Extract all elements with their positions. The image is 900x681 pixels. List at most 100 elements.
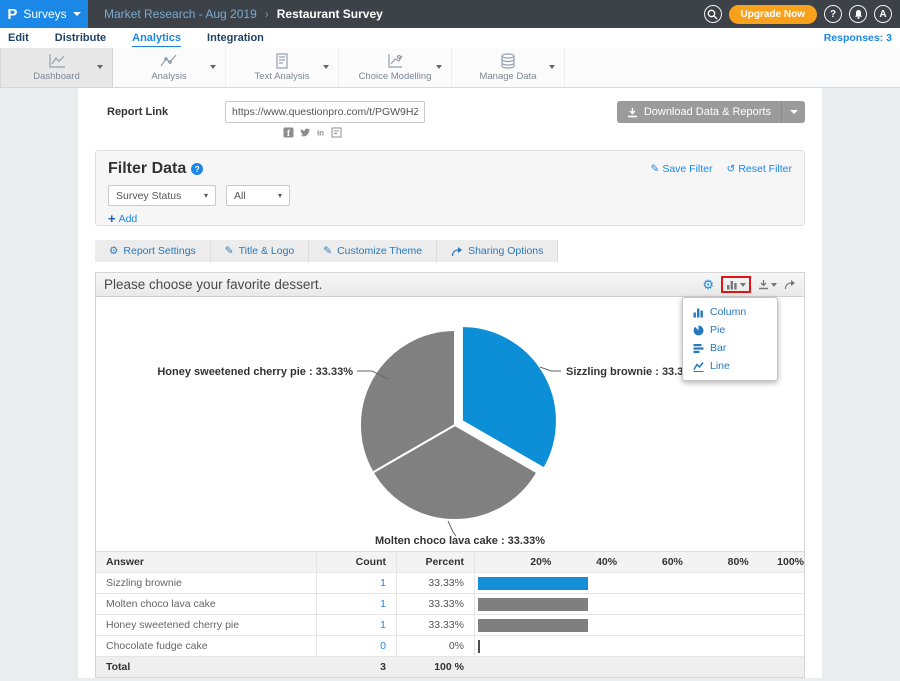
chevron-down-icon: [323, 65, 329, 69]
gear-icon: ⚙: [702, 278, 714, 291]
nav-analytics[interactable]: Analytics: [132, 30, 181, 47]
filter-field-select[interactable]: Survey Status ▾: [108, 185, 216, 206]
chart-type-button[interactable]: [726, 279, 746, 290]
bell-icon: [853, 9, 864, 20]
table-row: Sizzling brownie 1 33.33%: [96, 573, 804, 594]
chevron-down-icon: [97, 65, 103, 69]
report-link-label: Report Link: [107, 106, 168, 118]
annotation-highlight-box: [721, 276, 751, 293]
report-link-input[interactable]: [225, 101, 425, 123]
col-answer: Answer: [96, 552, 316, 572]
filter-data-title: Filter Data: [108, 160, 186, 178]
analytics-toolbar: Dashboard Analysis Text Analysis Choice …: [0, 48, 900, 88]
facebook-icon[interactable]: f: [283, 127, 294, 138]
tab-sharing-options[interactable]: Sharing Options: [437, 240, 558, 262]
result-bar: [478, 640, 480, 653]
top-app-bar: P Surveys Market Research - Aug 2019 › R…: [0, 0, 900, 28]
table-header-row: Answer Count Percent 20% 40% 60% 80% 100…: [96, 552, 804, 573]
questionpro-logo: P: [7, 6, 17, 23]
nav-distribute[interactable]: Distribute: [55, 30, 106, 46]
share-arrow-icon: [451, 246, 463, 257]
menu-item-column[interactable]: Column: [683, 303, 777, 321]
analysis-icon: [158, 53, 180, 69]
module-dashboard[interactable]: Dashboard: [0, 48, 113, 87]
module-analysis[interactable]: Analysis: [113, 48, 226, 87]
question-settings-button[interactable]: ⚙: [702, 278, 714, 291]
report-settings-tabs: ⚙ Report Settings ✎ Title & Logo ✎ Custo…: [95, 240, 805, 262]
download-icon: [627, 107, 638, 118]
export-chart-button[interactable]: [758, 279, 777, 290]
text-analysis-icon: [271, 53, 293, 69]
plus-icon: +: [108, 214, 116, 224]
surveys-product-menu[interactable]: P Surveys: [0, 0, 88, 28]
gear-icon: ⚙: [109, 245, 118, 257]
filter-data-panel: Filter Data ? ✎ Save Filter ↺ Reset Filt…: [95, 150, 805, 226]
add-filter-button[interactable]: + Add: [108, 213, 137, 225]
chevron-down-icon: [771, 283, 777, 287]
reset-filter-link[interactable]: ↺ Reset Filter: [727, 163, 793, 175]
module-choice-modelling[interactable]: Choice Modelling: [339, 48, 452, 87]
edit-icon: ✎: [651, 163, 660, 175]
breadcrumb-folder[interactable]: Market Research - Aug 2019: [104, 7, 257, 21]
save-filter-link[interactable]: ✎ Save Filter: [651, 163, 713, 175]
tab-title-logo[interactable]: ✎ Title & Logo: [211, 240, 309, 262]
edit-icon: ✎: [323, 245, 332, 257]
share-icons: f in: [283, 127, 342, 138]
avatar[interactable]: A: [874, 5, 892, 23]
question-result-panel: Please choose your favorite dessert. ⚙: [95, 272, 805, 678]
database-icon: [497, 53, 519, 69]
module-text-analysis[interactable]: Text Analysis: [226, 48, 339, 87]
breadcrumb: Market Research - Aug 2019 › Restaurant …: [104, 7, 383, 21]
scale-tick: 40%: [596, 556, 617, 568]
report-link-row: Report Link f in: [95, 100, 805, 146]
search-button[interactable]: [704, 5, 722, 23]
table-row: Honey sweetened cherry pie 1 33.33%: [96, 615, 804, 636]
table-row: Molten choco lava cake 1 33.33%: [96, 594, 804, 615]
tab-customize-theme[interactable]: ✎ Customize Theme: [309, 240, 437, 262]
col-scale: 20% 40% 60% 80% 100%: [474, 552, 804, 572]
results-table: Answer Count Percent 20% 40% 60% 80% 100…: [96, 551, 804, 677]
reset-icon: ↺: [727, 163, 736, 175]
tab-report-settings[interactable]: ⚙ Report Settings: [95, 240, 211, 262]
scale-tick: 20%: [530, 556, 551, 568]
menu-item-bar[interactable]: Bar: [683, 339, 777, 357]
upgrade-now-button[interactable]: Upgrade Now: [729, 5, 817, 24]
main-nav: Edit Distribute Analytics Integration Re…: [0, 28, 900, 48]
breadcrumb-survey-name: Restaurant Survey: [277, 7, 383, 21]
menu-item-pie[interactable]: Pie: [683, 321, 777, 339]
nav-edit[interactable]: Edit: [8, 30, 29, 46]
linkedin-icon[interactable]: in: [315, 127, 326, 138]
dashboard-icon: [46, 53, 68, 69]
download-options-caret[interactable]: [781, 101, 805, 123]
table-total-row: Total 3 100 %: [96, 657, 804, 677]
download-icon: [758, 279, 769, 290]
menu-item-line[interactable]: Line: [683, 357, 777, 375]
module-manage-data[interactable]: Manage Data: [452, 48, 565, 87]
col-count: Count: [316, 552, 396, 572]
twitter-icon[interactable]: [299, 127, 310, 138]
embed-icon[interactable]: [331, 127, 342, 138]
question-header: Please choose your favorite dessert. ⚙: [96, 273, 804, 297]
scale-tick: 80%: [728, 556, 749, 568]
responses-count[interactable]: Responses: 3: [824, 32, 892, 44]
column-chart-icon: [726, 279, 738, 290]
result-bar: [478, 577, 588, 590]
result-bar: [478, 598, 588, 611]
pie-chart-icon: [693, 325, 704, 336]
download-data-reports-button[interactable]: Download Data & Reports: [617, 101, 805, 123]
chevron-down-icon: [210, 65, 216, 69]
filter-value-select[interactable]: All ▾: [226, 185, 290, 206]
chevron-down-icon: [436, 65, 442, 69]
chevron-down-icon: [73, 12, 81, 16]
notifications-button[interactable]: [849, 5, 867, 23]
pie-label-honey: Honey sweetened cherry pie : 33.33%: [157, 366, 353, 378]
line-chart-icon: [693, 361, 704, 372]
filter-help-icon[interactable]: ?: [191, 163, 203, 175]
choice-modelling-icon: [384, 53, 406, 69]
chevron-down-icon: ▾: [268, 191, 282, 200]
nav-integration[interactable]: Integration: [207, 30, 264, 46]
question-title: Please choose your favorite dessert.: [104, 277, 322, 292]
help-button[interactable]: ?: [824, 5, 842, 23]
edit-icon: ✎: [225, 245, 234, 257]
share-question-button[interactable]: [784, 279, 796, 290]
